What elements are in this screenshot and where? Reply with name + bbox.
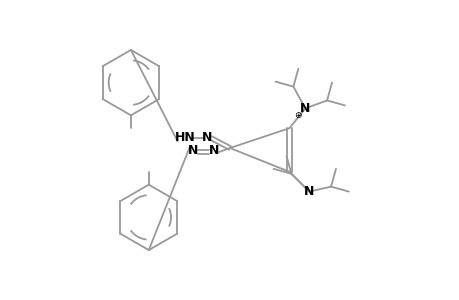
Text: HN: HN <box>175 130 196 144</box>
Text: ⊕: ⊕ <box>294 111 302 120</box>
Text: N: N <box>303 185 314 198</box>
Text: N: N <box>299 102 310 115</box>
Text: N: N <box>208 145 219 158</box>
Text: N: N <box>202 130 212 144</box>
Text: N: N <box>188 145 198 158</box>
